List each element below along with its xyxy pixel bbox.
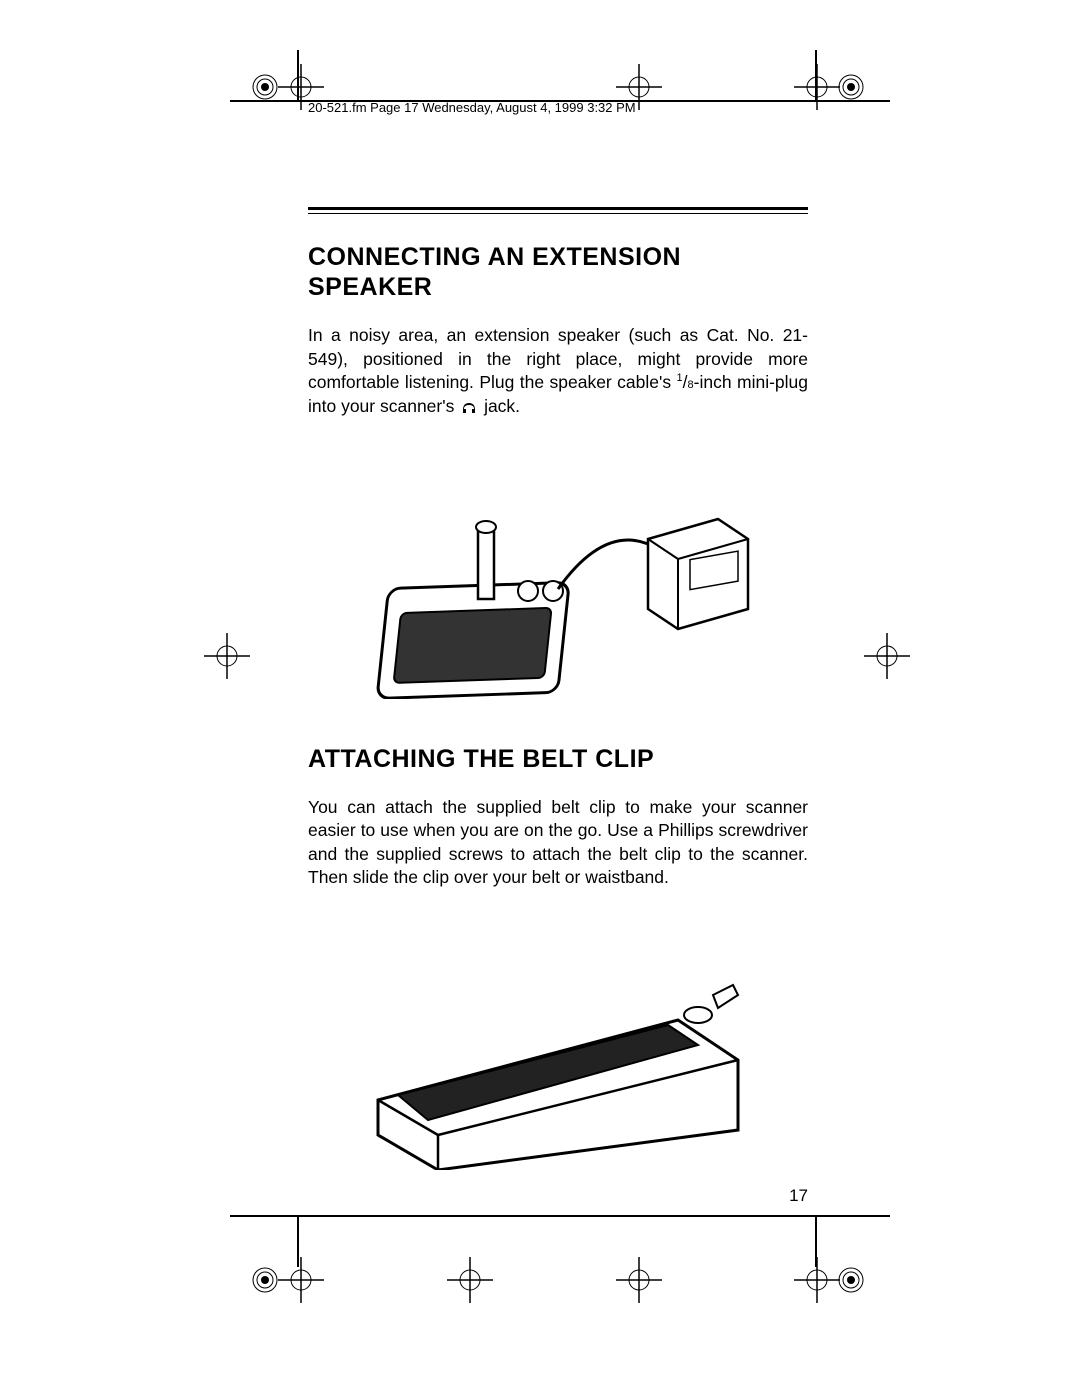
crosshair-mark-icon: [614, 1255, 664, 1305]
headphone-icon: [461, 400, 477, 414]
crop-line: [815, 1215, 817, 1267]
paragraph-connecting-speaker: In a noisy area, an extension speaker (s…: [308, 324, 808, 419]
crosshair-mark-icon: [862, 631, 912, 681]
page-number: 17: [308, 1186, 808, 1206]
registration-mark-icon: [826, 62, 876, 112]
registration-mark-icon: [826, 1255, 876, 1305]
page-content: 20-521.fm Page 17 Wednesday, August 4, 1…: [308, 100, 808, 1180]
crosshair-mark-icon: [202, 631, 252, 681]
figure-scanner-belt-clip: [308, 920, 808, 1180]
crosshair-mark-icon: [276, 1255, 326, 1305]
crop-line: [230, 1215, 890, 1217]
crosshair-mark-icon: [445, 1255, 495, 1305]
header-filename: 20-521.fm Page 17 Wednesday, August 4, 1…: [308, 100, 808, 115]
crop-line: [297, 50, 299, 100]
crop-line: [297, 1215, 299, 1267]
figure-scanner-speaker: [308, 449, 808, 709]
crop-line: [815, 50, 817, 100]
paragraph-belt-clip: You can attach the supplied belt clip to…: [308, 796, 808, 891]
heading-connecting-speaker: CONNECTING AN EXTENSION SPEAKER: [308, 242, 808, 302]
body-text-part3: jack.: [479, 396, 520, 416]
heading-belt-clip: ATTACHING THE BELT CLIP: [308, 744, 808, 774]
double-rule: [308, 207, 808, 214]
